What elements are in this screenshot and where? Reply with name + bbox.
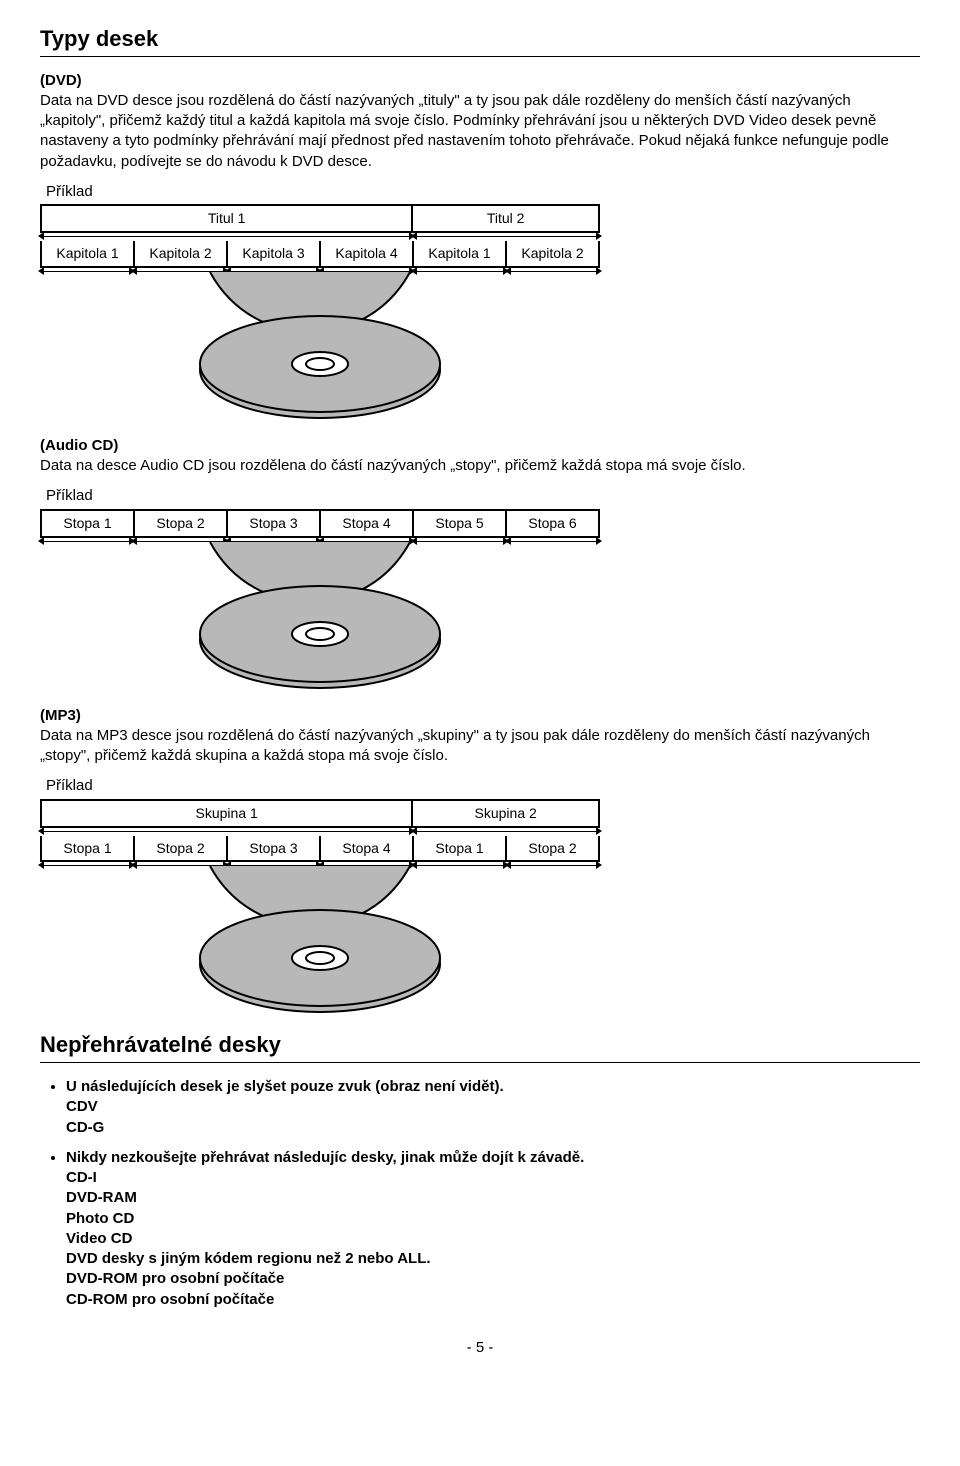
diagram-cell: Kapitola 2: [135, 241, 228, 266]
dvd-heading: (DVD): [40, 71, 920, 91]
diagram-cell: Stopa 1: [42, 836, 135, 861]
diagram-cell: Skupina 2: [413, 801, 598, 826]
diagram-cell: Titul 2: [413, 206, 598, 231]
page-number: - 5 -: [40, 1338, 920, 1358]
list-subitem: CDV: [66, 1097, 920, 1117]
diagram-cell: Kapitola 4: [321, 241, 414, 266]
diagram-cell: Stopa 4: [321, 836, 414, 861]
diagram-cell: Stopa 3: [228, 836, 321, 861]
disc-illustration: [40, 868, 600, 1018]
list-subitem: CD-ROM pro osobní počítače: [66, 1290, 920, 1310]
diagram-cell: Stopa 5: [414, 511, 507, 536]
diagram-cell: Stopa 6: [507, 511, 598, 536]
dvd-example-label: Příklad: [46, 182, 920, 202]
section-typy-desek-title: Typy desek: [40, 24, 920, 57]
diagram-cell: Stopa 1: [414, 836, 507, 861]
list-subitem: DVD-RAM: [66, 1188, 920, 1208]
diagram-cell: Stopa 2: [135, 511, 228, 536]
audiocd-heading: (Audio CD): [40, 436, 920, 456]
list-subitem: CD-I: [66, 1168, 920, 1188]
unplayable-list: U následujících desek je slyšet pouze zv…: [66, 1077, 920, 1310]
list-item: Nikdy nezkoušejte přehrávat následujíc d…: [66, 1148, 920, 1310]
list-subitem: DVD-ROM pro osobní počítače: [66, 1269, 920, 1289]
mp3-paragraph: Data na MP3 desce jsou rozdělená do část…: [40, 726, 920, 767]
list-item: U následujících desek je slyšet pouze zv…: [66, 1077, 920, 1138]
diagram-cell: Kapitola 2: [507, 241, 598, 266]
mp3-heading: (MP3): [40, 706, 920, 726]
audiocd-paragraph: Data na desce Audio CD jsou rozdělena do…: [40, 456, 920, 476]
mp3-diagram: Příklad Skupina 1Skupina 2 Stopa 1Stopa …: [40, 776, 920, 1018]
list-subitem: Video CD: [66, 1229, 920, 1249]
list-subitem: DVD desky s jiným kódem regionu než 2 ne…: [66, 1249, 920, 1269]
diagram-cell: Kapitola 1: [414, 241, 507, 266]
diagram-cell: Stopa 2: [135, 836, 228, 861]
disc-illustration: [40, 544, 600, 694]
list-subitem: Photo CD: [66, 1209, 920, 1229]
diagram-cell: Skupina 1: [42, 801, 413, 826]
section-neprehravatelne-title: Nepřehrávatelné desky: [40, 1030, 920, 1063]
diagram-cell: Kapitola 1: [42, 241, 135, 266]
audiocd-example-label: Příklad: [46, 486, 920, 506]
list-item-lead: U následujících desek je slyšet pouze zv…: [66, 1077, 920, 1097]
disc-illustration: [40, 274, 600, 424]
audiocd-diagram: Příklad Stopa 1Stopa 2Stopa 3Stopa 4Stop…: [40, 486, 920, 693]
dvd-paragraph: Data na DVD desce jsou rozdělená do část…: [40, 91, 920, 172]
diagram-cell: Kapitola 3: [228, 241, 321, 266]
diagram-cell: Stopa 4: [321, 511, 414, 536]
list-item-lead: Nikdy nezkoušejte přehrávat následujíc d…: [66, 1148, 920, 1168]
diagram-cell: Titul 1: [42, 206, 413, 231]
diagram-cell: Stopa 1: [42, 511, 135, 536]
mp3-example-label: Příklad: [46, 776, 920, 796]
diagram-cell: Stopa 2: [507, 836, 598, 861]
diagram-cell: Stopa 3: [228, 511, 321, 536]
list-subitem: CD-G: [66, 1118, 920, 1138]
dvd-diagram: Příklad Titul 1Titul 2 Kapitola 1Kapitol…: [40, 182, 920, 424]
